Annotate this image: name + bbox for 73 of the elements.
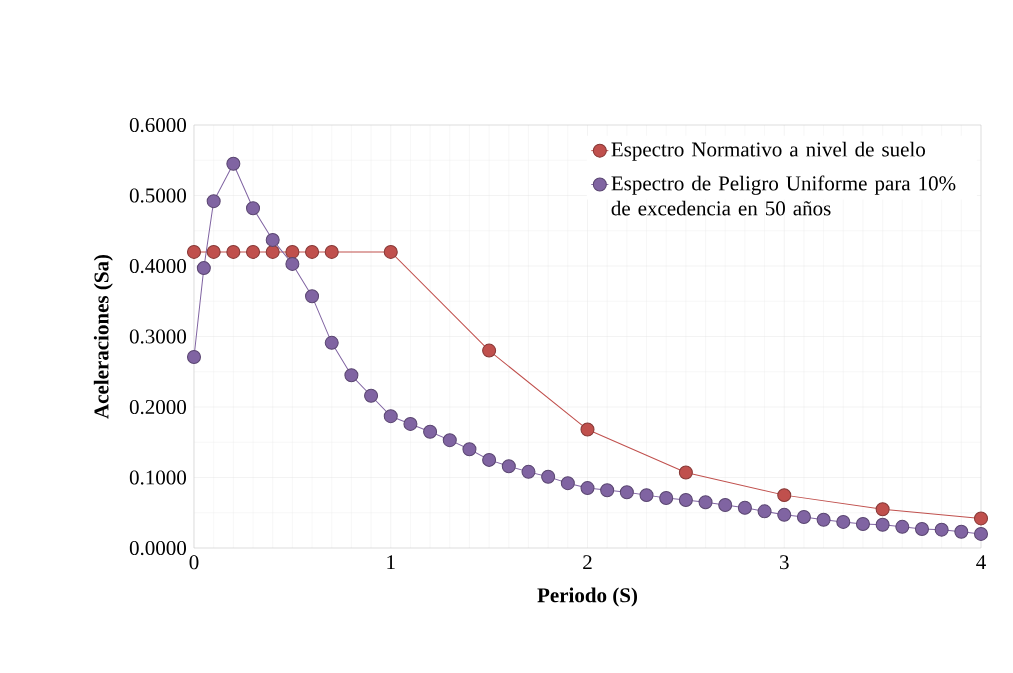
point	[934, 522, 949, 537]
point	[836, 514, 851, 529]
point	[560, 476, 575, 491]
point	[265, 244, 280, 259]
point	[324, 244, 339, 259]
point	[855, 517, 870, 532]
y-axis-title: Aceleraciones (Sa)	[93, 254, 113, 419]
y-tick-label: 0.5000	[129, 188, 187, 203]
point	[600, 483, 615, 498]
point	[521, 464, 536, 479]
point	[226, 156, 241, 171]
point	[403, 416, 418, 431]
point	[678, 493, 693, 508]
point	[737, 500, 752, 515]
point	[580, 422, 595, 437]
point	[285, 256, 300, 271]
x-axis-title: Periodo (S)	[537, 587, 638, 607]
point	[285, 244, 300, 259]
legend-label: Espectro Normativo a nivel de suelo	[611, 141, 925, 161]
point	[246, 244, 261, 259]
point	[462, 442, 477, 457]
point	[423, 424, 438, 439]
point	[305, 244, 320, 259]
point	[875, 502, 890, 517]
point	[914, 521, 929, 536]
y-tick-label: 0.0000	[129, 540, 187, 556]
point	[383, 244, 398, 259]
point	[383, 409, 398, 424]
point	[875, 517, 890, 532]
point	[698, 495, 713, 510]
point	[206, 244, 221, 259]
point	[196, 261, 211, 276]
point	[619, 485, 634, 500]
point	[974, 511, 988, 526]
point	[187, 349, 201, 364]
point	[482, 343, 497, 358]
point	[777, 488, 792, 503]
point	[718, 498, 733, 512]
point	[777, 507, 792, 522]
point	[364, 388, 379, 403]
point	[580, 481, 595, 496]
y-tick-label: 0.4000	[129, 258, 187, 274]
point	[954, 524, 969, 539]
legend-label: Espectro de Peligro Uniforme para 10% de excedencia en 50 años	[611, 175, 956, 216]
point	[639, 488, 654, 503]
point	[226, 244, 241, 259]
point	[246, 201, 261, 216]
point	[324, 335, 339, 350]
x-tick-label: 3	[780, 555, 789, 570]
y-tick-label: 0.1000	[129, 470, 187, 485]
point	[442, 433, 457, 448]
point	[541, 469, 556, 484]
y-tick-label: 0.6000	[129, 117, 187, 133]
point	[757, 504, 772, 519]
point	[265, 232, 280, 247]
point	[895, 519, 910, 534]
point	[305, 289, 320, 304]
y-tick-label: 0.2000	[129, 399, 187, 415]
x-tick-label: 2	[583, 555, 592, 570]
point	[482, 452, 497, 467]
point	[501, 459, 516, 474]
point	[678, 465, 693, 480]
point	[796, 509, 811, 524]
x-tick-label: 4	[976, 555, 986, 570]
point	[344, 368, 359, 383]
x-tick-label: 1	[387, 555, 395, 570]
point	[974, 526, 988, 541]
point	[206, 194, 221, 209]
x-tick-label: 0	[189, 555, 199, 570]
point	[187, 244, 201, 259]
y-tick-label: 0.3000	[129, 329, 187, 344]
point	[659, 490, 674, 505]
point	[816, 512, 831, 527]
